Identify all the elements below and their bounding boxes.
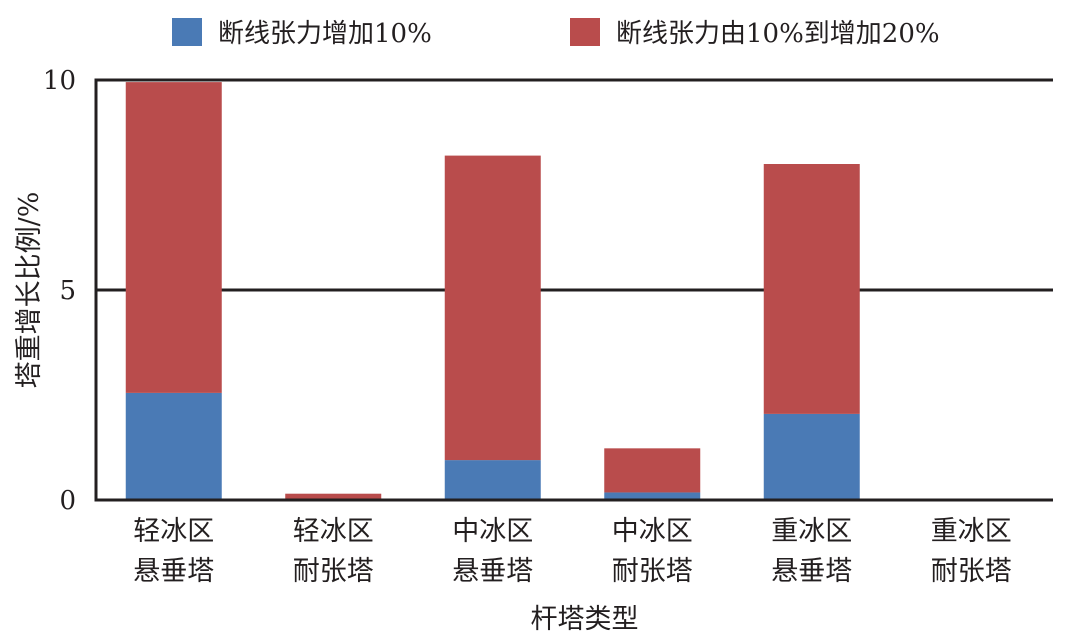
y-tick-label-0: 0 [59, 486, 76, 516]
x-category-label-1-line-1: 轻冰区 [133, 516, 214, 547]
x-category-label-3-line-1: 中冰区 [452, 516, 533, 547]
bar-segment-2-4 [604, 448, 701, 493]
bar-segment-1-3 [444, 460, 541, 500]
x-category-label-4-line-2: 耐张塔 [612, 556, 693, 587]
y-tick-labels: 0 5 10 [43, 66, 76, 516]
x-category-label-5-line-1: 重冰区 [771, 516, 852, 547]
legend-label-2: 断线张力由10%到增加20% [616, 19, 940, 49]
y-tick-label-5: 5 [59, 276, 76, 306]
bar-segment-2-1 [125, 82, 222, 393]
x-category-label-6-line-1: 重冰区 [931, 516, 1012, 547]
y-tick-label-10: 10 [43, 66, 76, 96]
bar-segment-1-4 [604, 492, 701, 500]
bar-segment-1-5 [763, 413, 860, 500]
axes [94, 78, 1053, 502]
x-category-label-2-line-1: 轻冰区 [293, 516, 374, 547]
bar-segment-2-5 [763, 164, 860, 414]
bar-segment-2-3 [444, 155, 541, 461]
legend-label-1: 断线张力增加10% [218, 19, 432, 49]
legend-swatch-1 [172, 18, 202, 46]
x-category-label-5-line-2: 悬垂塔 [771, 556, 852, 587]
x-category-label-3-line-2: 悬垂塔 [452, 556, 533, 587]
gridlines [96, 78, 1053, 292]
legend-swatch-2 [570, 18, 600, 46]
bar-segment-1-1 [125, 392, 222, 500]
bar-segment-2-2 [285, 493, 382, 500]
legend: 断线张力增加10% 断线张力由10%到增加20% [172, 18, 940, 49]
x-category-label-4-line-1: 中冰区 [612, 516, 693, 547]
x-axis-title: 杆塔类型 [531, 604, 639, 635]
x-category-label-1-line-2: 悬垂塔 [133, 556, 214, 587]
bars [125, 82, 860, 500]
y-axis-title: 塔重增长比例/% [14, 192, 45, 389]
x-category-label-6-line-2: 耐张塔 [931, 556, 1012, 587]
x-category-label-2-line-2: 耐张塔 [293, 556, 374, 587]
